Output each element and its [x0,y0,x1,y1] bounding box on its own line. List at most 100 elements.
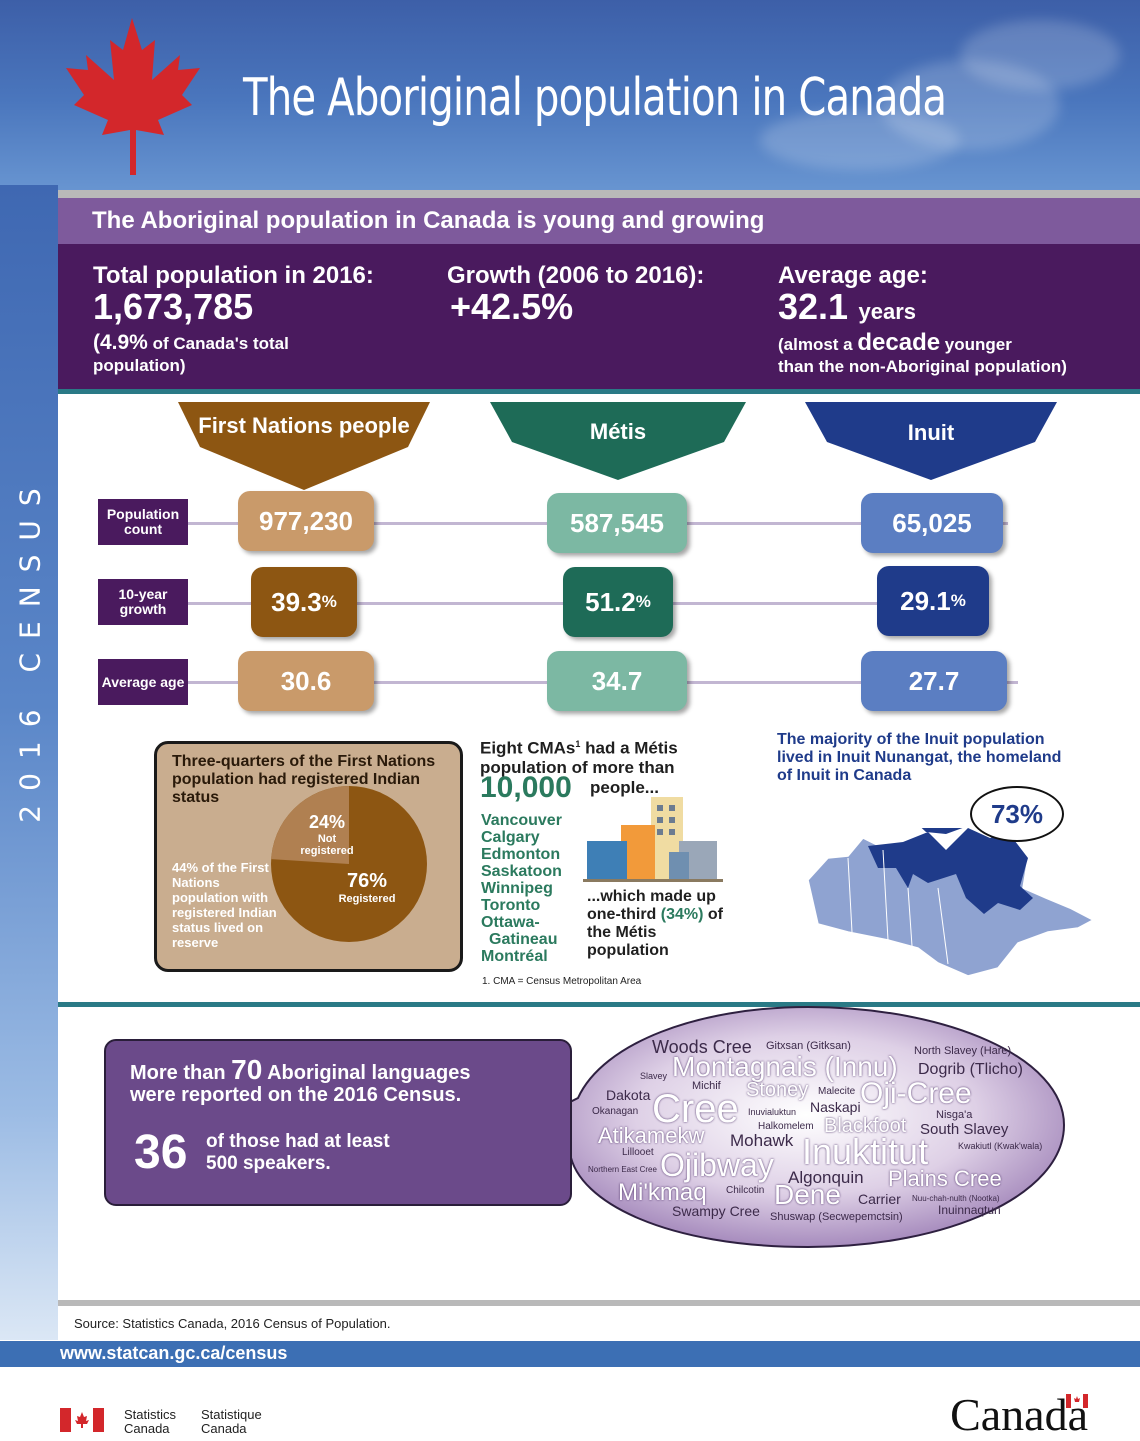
registered-heading: Three-quarters of the First Nations popu… [172,753,436,806]
inuit-population: 65,025 [861,493,1003,553]
age-value-group: 32.1 years [778,286,916,328]
inuit-label: Inuit [907,420,955,445]
source-text: Source: Statistics Canada, 2016 Census o… [74,1316,391,1331]
census-sidebar-label: 2016 CENSUS [13,474,47,823]
languages-count: 36 [134,1126,188,1179]
city-item: Vancouver [481,812,562,829]
banner-inuit [805,402,1057,480]
cma-footnote: 1. CMA = Census Metropolitan Area [482,976,642,987]
language-word: Blackfoot [824,1115,907,1137]
intro-heading-bar: The Aboriginal population in Canada is y… [58,198,1140,244]
language-word: Nisga'a [936,1109,973,1121]
metis-age: 34.7 [547,651,687,711]
languages-divider [58,1002,1140,1007]
language-word: Mohawk [730,1131,794,1150]
inuit-growth: 29.1% [877,566,989,636]
age-unit: years [858,299,917,324]
languages-count-text: of those had at least 500 speakers. [206,1131,390,1174]
language-word: Naskapi [810,1099,861,1115]
language-word: Lillooet [622,1147,654,1158]
language-word-cloud: Woods Cree Gitxsan (Gitksan) North Slavey … [548,1003,1068,1253]
first-nations-label: First Nations people [198,413,410,438]
city-item: Ottawa- [481,914,540,931]
metis-growth: 51.2% [563,567,673,637]
language-word: Dene [774,1179,841,1210]
language-word: Cree [652,1087,739,1131]
metis-label: Métis [589,419,647,444]
metis-big-number: 10,000 [480,771,572,804]
language-word: Inuvialuktun [748,1107,797,1117]
banner-metis [490,402,746,480]
inuit-nunangat-text: The majority of the Inuit population liv… [777,731,1062,784]
city-item: Calgary [481,829,540,846]
total-note: (4.9% of Canada's total population) [93,331,289,376]
city-item: Montréal [481,948,548,965]
first-nations-growth: 39.3% [251,567,357,637]
population-row-label: Population count [98,499,188,545]
language-word: North Slavey (Hare) [914,1045,1012,1057]
inuit-pct-badge: 73% [970,786,1064,842]
census-sidebar [0,185,58,1340]
city-item: Gatineau [489,931,558,948]
language-word: Dakota [606,1087,651,1103]
language-word: Swampy Cree [672,1203,760,1219]
first-nations-age: 30.6 [238,651,374,711]
language-word: Inuktitut [802,1131,929,1172]
city-buildings-icon [583,797,723,882]
header-sky [0,0,1140,200]
section-divider [58,389,1140,394]
language-word: Algonquin [788,1168,864,1187]
first-nations-population: 977,230 [238,491,374,551]
language-word: Plains Cree [888,1166,1002,1191]
language-word: Atikamekw [598,1123,705,1148]
footer-divider [58,1300,1140,1306]
banner-first-nations [178,402,430,490]
language-word: Stoney [746,1079,809,1101]
city-item: Toronto [481,897,541,914]
language-word: Shuswap (Secwepemctsin) [770,1211,903,1223]
language-word: Inuinnaqtun [938,1203,1001,1217]
reserve-note: 44% of the First Nations population with… [172,860,277,950]
language-word: Montagnais (Innu) [672,1051,898,1082]
language-word: Kwakiutl (Kwak'wala) [958,1141,1043,1151]
wordmark-flag-icon [1066,1394,1088,1408]
pie-slice-not-registered [271,786,349,864]
pie-reg-label: 76% Registered [338,870,396,905]
maple-leaf-icon [66,18,200,175]
languages-reported-text: More than 70 Aboriginal languages were re… [130,1054,471,1107]
metis-big-suffix: people... [590,778,659,797]
canada-flag-icon [60,1408,104,1432]
canada-wordmark: Canada [950,1389,1088,1440]
language-word: Woods Cree [652,1037,752,1057]
total-value: 1,673,785 [93,286,254,327]
age-note: (almost a decade younger than the non-Abo… [778,329,1067,377]
languages-box: More than 70 Aboriginal languages were re… [104,1039,572,1206]
language-word: Gitxsan (Gitksan) [766,1040,851,1052]
language-word: Michif [692,1080,721,1092]
intro-stats-panel: Total population in 2016: 1,673,785 (4.9… [58,244,1140,389]
language-word: Carrier [858,1191,901,1207]
metis-city-list: Vancouver Calgary Edmonton Saskatoon Winnipe… [481,812,581,965]
language-word: Okanagan [592,1106,639,1117]
metis-share-text: ...which made up one-third (34%) of the … [587,888,723,959]
age-row-label: Average age [98,659,188,705]
language-word: Dogrib (Tlicho) [918,1061,1023,1078]
intro-heading: The Aboriginal population in Canada is y… [92,207,765,234]
page-title: The Aboriginal population in Canada [243,68,947,128]
language-word: Malecite [818,1086,856,1097]
city-item: Edmonton [481,846,561,863]
language-word: Slavey [640,1071,668,1081]
header-divider [58,190,1140,198]
growth-value: +42.5% [450,286,574,327]
canada-map [808,828,1093,977]
footer-url-link[interactable]: www.statcan.gc.ca/census [60,1343,288,1363]
growth-label: Growth (2006 to 2016): [447,262,705,289]
metis-population: 587,545 [547,493,687,553]
language-word: Mi'kmaq [618,1179,707,1206]
growth-row-label: 10-year growth [98,579,188,625]
pie-not-label: 24% Not registered [300,812,354,857]
inuit-age: 27.7 [861,651,1007,711]
language-word: South Slavey [920,1121,1009,1138]
total-label: Total population in 2016: [93,262,374,289]
metis-cma-heading: Eight CMAs1 had a Métis population of mo… [480,738,678,777]
